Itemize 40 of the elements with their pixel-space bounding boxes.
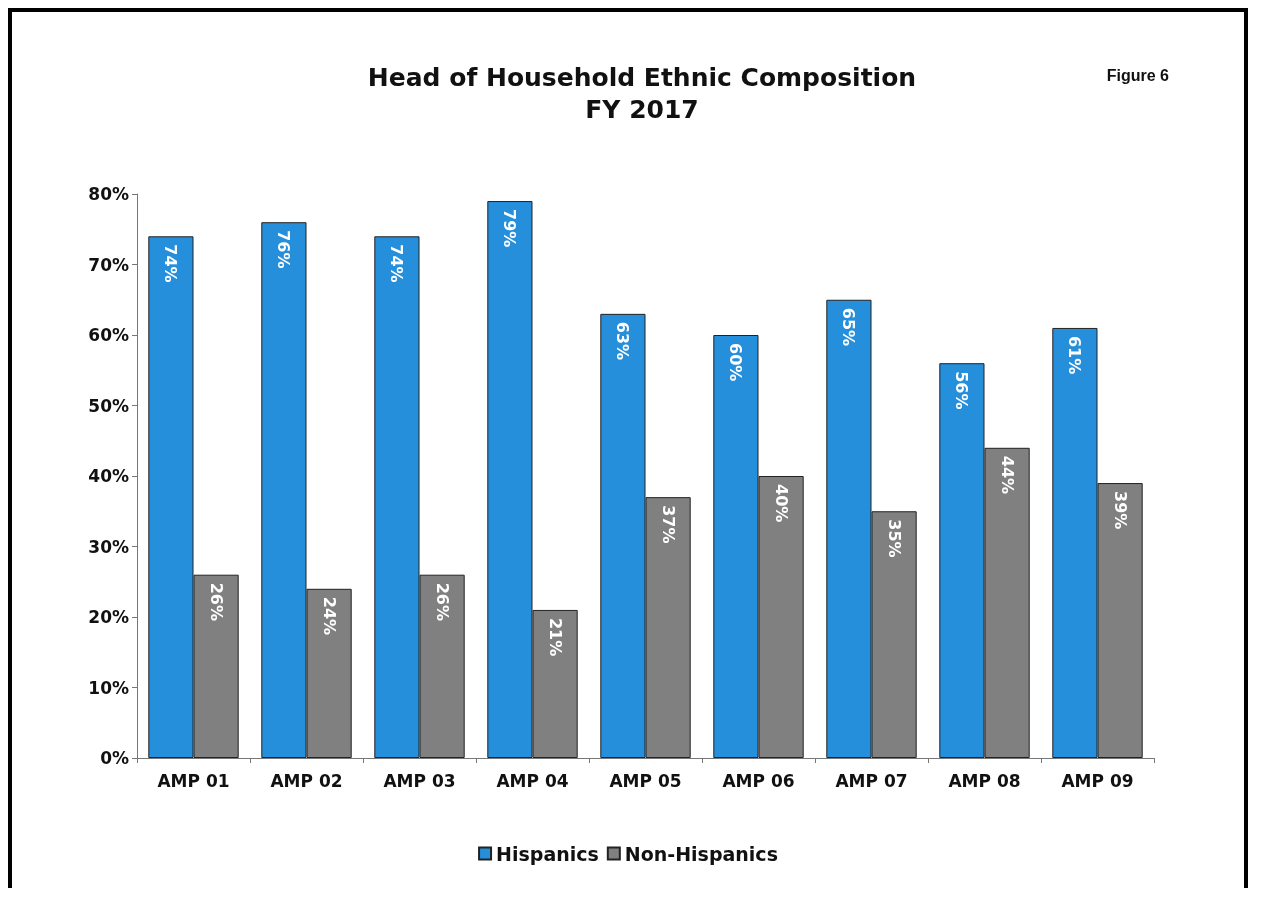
- y-tick-label: 80%: [88, 184, 129, 204]
- x-tick-label: AMP 05: [609, 770, 682, 791]
- data-label: 61%: [1065, 335, 1085, 375]
- x-tick-label: AMP 08: [948, 770, 1021, 791]
- x-tick-label: AMP 07: [835, 770, 908, 791]
- x-tick-label: AMP 06: [722, 770, 795, 791]
- data-label: 74%: [387, 244, 407, 283]
- x-tick-label: AMP 01: [157, 770, 230, 791]
- data-label: 79%: [500, 209, 520, 248]
- y-tick-label: 20%: [88, 607, 129, 627]
- data-label: 74%: [161, 244, 181, 283]
- y-tick-label: 70%: [88, 254, 129, 275]
- data-label: 37%: [658, 505, 678, 544]
- y-tick-label: 40%: [88, 466, 129, 486]
- data-label: 63%: [613, 321, 633, 361]
- data-label: 56%: [952, 371, 972, 410]
- y-tick-label: 50%: [88, 395, 129, 416]
- data-label: 76%: [274, 230, 294, 269]
- data-label: 44%: [997, 455, 1017, 495]
- caption: Figure 6: [1106, 66, 1170, 84]
- data-label: 26%: [432, 582, 452, 621]
- y-tick-label: 60%: [88, 325, 129, 345]
- data-label: 60%: [726, 343, 746, 382]
- data-label: 21%: [545, 617, 565, 657]
- legend-label: Non-Hispanics: [624, 842, 778, 865]
- y-tick-label: 30%: [88, 536, 129, 557]
- y-tick-label: 0%: [100, 748, 129, 768]
- legend-label: Hispanics: [496, 842, 599, 865]
- y-tick-label: 10%: [88, 677, 129, 698]
- x-tick-label: AMP 02: [270, 770, 343, 791]
- data-label: 39%: [1110, 491, 1130, 530]
- data-label: 35%: [884, 519, 904, 558]
- x-tick-label: AMP 04: [496, 770, 569, 791]
- data-label: 26%: [206, 582, 226, 621]
- data-label: 40%: [771, 484, 791, 523]
- x-tick-label: AMP 03: [383, 770, 456, 791]
- chart-title: Head of Household Ethnic Composition FY 2017: [367, 62, 917, 124]
- x-tick-label: AMP 09: [1061, 770, 1134, 791]
- data-label: 24%: [319, 596, 339, 636]
- data-label: 65%: [839, 307, 859, 347]
